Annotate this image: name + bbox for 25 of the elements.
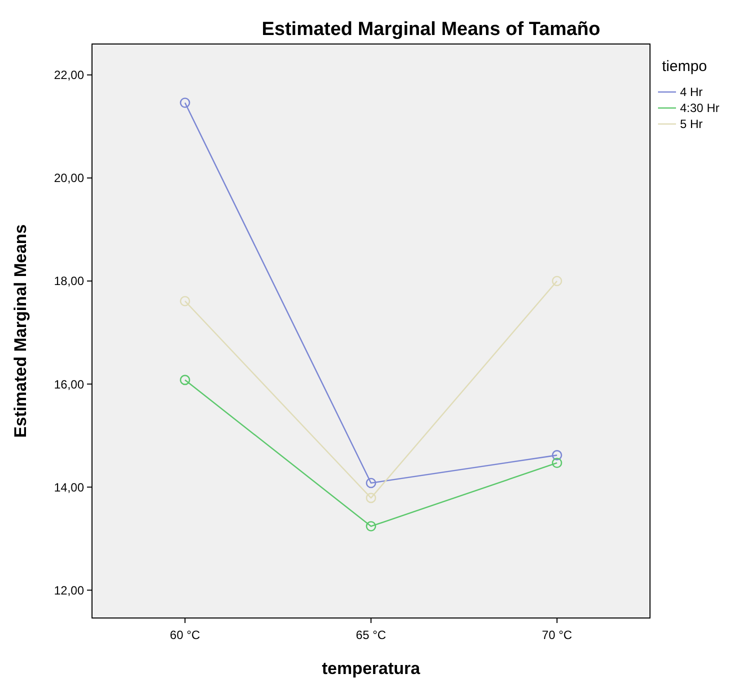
point	[180, 296, 190, 306]
point	[180, 374, 190, 386]
point	[366, 478, 376, 488]
y-tick-label: 14,00	[54, 480, 84, 494]
point	[366, 492, 376, 504]
point	[552, 450, 562, 460]
point	[366, 521, 376, 532]
x-tick-label: 65 °C	[356, 628, 386, 642]
y-tick-label: 12,00	[54, 583, 84, 598]
point	[552, 458, 562, 468]
legend-label: 5 Hr	[680, 117, 703, 132]
y-tick-label: 22,00	[54, 68, 84, 82]
legend-label: 4 Hr	[680, 85, 703, 100]
y-tick-label: 16,00	[54, 377, 84, 392]
point	[180, 98, 190, 108]
point	[552, 276, 562, 286]
x-axis-title: temperatura	[322, 659, 421, 678]
chart-title: Estimated Marginal Means of Tamaño	[262, 19, 600, 40]
x-tick-label: 70 °C	[542, 628, 572, 642]
legend-title: tiempo	[662, 58, 708, 75]
y-tick-label: 18,00	[54, 274, 84, 288]
x-tick-label: 60 °C	[170, 628, 200, 642]
y-axis-title: Estimated Marginal Means	[11, 224, 30, 438]
legend-label: 4:30 Hr	[680, 101, 720, 116]
y-tick-label: 20,00	[54, 171, 84, 186]
